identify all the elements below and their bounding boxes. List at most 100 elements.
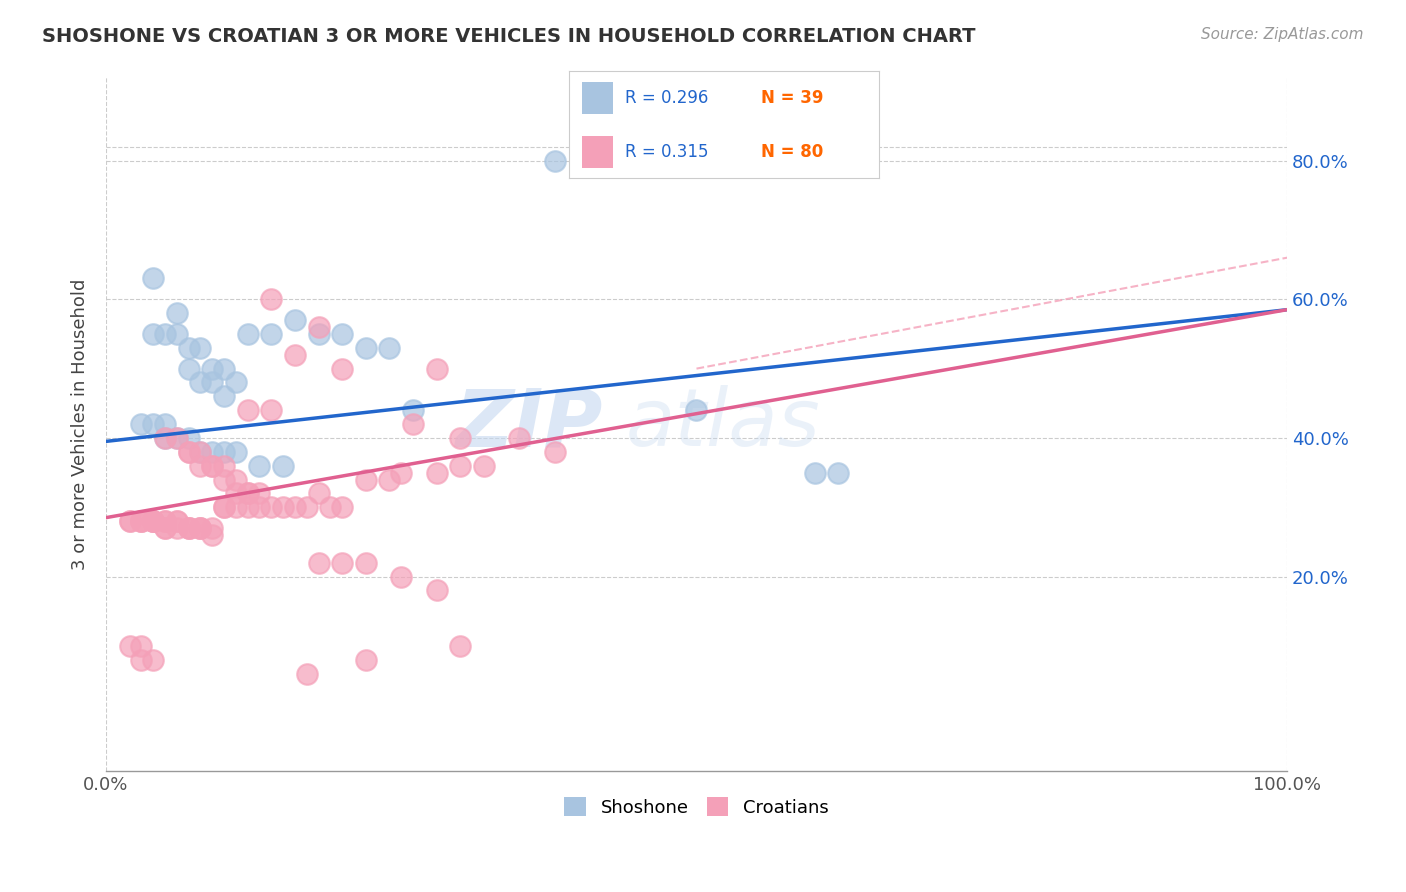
Point: [190, 444, 212, 458]
Text: ZIP: ZIP: [454, 385, 602, 463]
Point: [201, 458, 224, 473]
Point: [260, 293, 283, 307]
Point: [153, 514, 176, 528]
Point: [177, 521, 200, 535]
Text: atlas: atlas: [626, 385, 820, 463]
Point: [142, 326, 165, 341]
Point: [131, 514, 153, 528]
Point: [190, 341, 212, 355]
Point: [803, 466, 825, 480]
Point: [142, 514, 165, 528]
Text: R = 0.315: R = 0.315: [626, 143, 709, 161]
Point: [142, 514, 165, 528]
Point: [166, 514, 188, 528]
Point: [426, 583, 449, 598]
Point: [354, 556, 377, 570]
Point: [260, 500, 283, 515]
Point: [190, 521, 212, 535]
Point: [236, 486, 259, 500]
Text: SHOSHONE VS CROATIAN 3 OR MORE VEHICLES IN HOUSEHOLD CORRELATION CHART: SHOSHONE VS CROATIAN 3 OR MORE VEHICLES …: [42, 27, 976, 45]
Point: [330, 326, 353, 341]
Point: [190, 521, 212, 535]
Point: [827, 466, 849, 480]
Point: [426, 466, 449, 480]
Point: [330, 500, 353, 515]
Point: [212, 473, 235, 487]
Point: [201, 521, 224, 535]
Point: [236, 403, 259, 417]
Point: [295, 500, 318, 515]
Point: [177, 521, 200, 535]
Point: [249, 500, 271, 515]
Point: [472, 458, 495, 473]
Point: [153, 521, 176, 535]
Point: [378, 341, 401, 355]
Point: [330, 361, 353, 376]
Point: [449, 458, 471, 473]
Point: [225, 486, 247, 500]
Text: N = 39: N = 39: [761, 89, 824, 107]
Point: [131, 514, 153, 528]
Point: [212, 389, 235, 403]
Point: [142, 514, 165, 528]
Point: [131, 639, 153, 653]
Point: [354, 653, 377, 667]
Point: [544, 444, 567, 458]
Point: [190, 458, 212, 473]
Point: [225, 500, 247, 515]
Point: [284, 313, 307, 327]
Point: [118, 514, 141, 528]
Point: [449, 431, 471, 445]
Point: [308, 556, 330, 570]
Point: [685, 403, 707, 417]
Bar: [582, 82, 613, 114]
Point: [153, 431, 176, 445]
Point: [177, 431, 200, 445]
Point: [166, 514, 188, 528]
Point: [212, 500, 235, 515]
Point: [166, 326, 188, 341]
Point: [544, 153, 567, 168]
Point: [177, 341, 200, 355]
Point: [402, 403, 425, 417]
Point: [378, 473, 401, 487]
Point: [284, 500, 307, 515]
Point: [177, 444, 200, 458]
Point: [271, 458, 294, 473]
Point: [284, 348, 307, 362]
Point: [212, 361, 235, 376]
Point: [177, 521, 200, 535]
Point: [153, 431, 176, 445]
Point: [225, 444, 247, 458]
Point: [201, 458, 224, 473]
Bar: [582, 136, 613, 168]
Point: [118, 514, 141, 528]
Point: [201, 444, 224, 458]
Text: R = 0.296: R = 0.296: [626, 89, 709, 107]
Point: [166, 431, 188, 445]
Point: [295, 666, 318, 681]
Point: [236, 326, 259, 341]
Point: [201, 376, 224, 390]
Point: [118, 639, 141, 653]
Point: [236, 500, 259, 515]
Point: [402, 417, 425, 431]
Point: [201, 528, 224, 542]
Point: [330, 556, 353, 570]
Point: [212, 444, 235, 458]
Point: [449, 639, 471, 653]
Point: [153, 326, 176, 341]
Y-axis label: 3 or more Vehicles in Household: 3 or more Vehicles in Household: [72, 278, 89, 570]
Point: [260, 326, 283, 341]
Point: [319, 500, 342, 515]
Point: [131, 417, 153, 431]
Point: [190, 376, 212, 390]
Point: [354, 341, 377, 355]
Point: [426, 361, 449, 376]
Point: [354, 473, 377, 487]
Text: N = 80: N = 80: [761, 143, 824, 161]
Point: [225, 473, 247, 487]
Point: [236, 486, 259, 500]
Point: [389, 569, 412, 583]
Point: [389, 466, 412, 480]
